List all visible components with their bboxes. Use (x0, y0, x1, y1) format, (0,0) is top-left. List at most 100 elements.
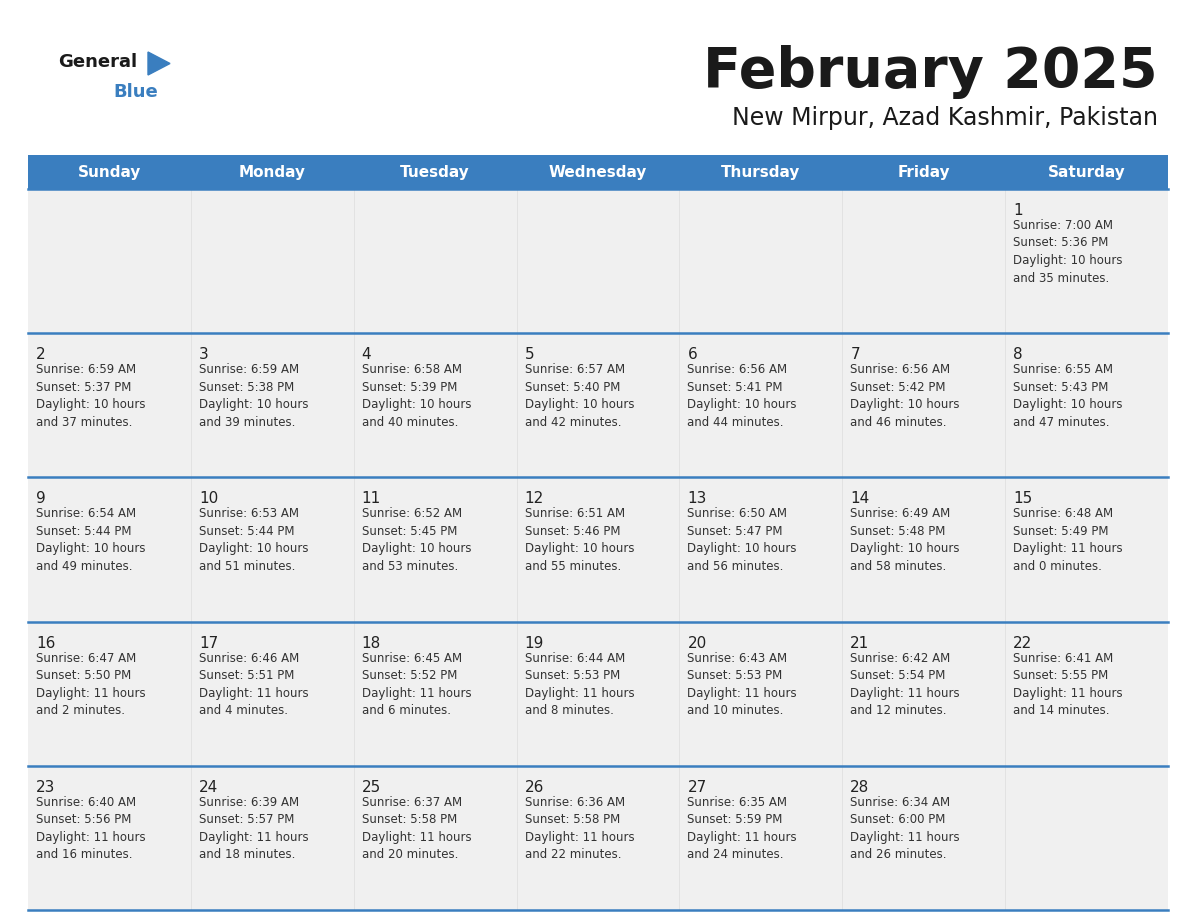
Text: 12: 12 (525, 491, 544, 507)
Text: Sunrise: 6:43 AM: Sunrise: 6:43 AM (688, 652, 788, 665)
Text: Sunset: 5:45 PM: Sunset: 5:45 PM (361, 525, 457, 538)
Text: and 53 minutes.: and 53 minutes. (361, 560, 457, 573)
Bar (354, 766, 517, 910)
Text: Tuesday: Tuesday (400, 164, 470, 180)
Text: 15: 15 (1013, 491, 1032, 507)
Bar (29, 333, 191, 477)
Text: and 12 minutes.: and 12 minutes. (851, 704, 947, 717)
Bar (191, 766, 354, 910)
Text: Sunrise: 6:42 AM: Sunrise: 6:42 AM (851, 652, 950, 665)
Bar (1005, 333, 1168, 477)
Text: Friday: Friday (897, 164, 950, 180)
Text: Sunset: 5:49 PM: Sunset: 5:49 PM (1013, 525, 1108, 538)
Text: and 16 minutes.: and 16 minutes. (36, 848, 133, 861)
Bar (680, 766, 842, 910)
Text: Daylight: 10 hours: Daylight: 10 hours (688, 398, 797, 411)
Text: Sunset: 5:58 PM: Sunset: 5:58 PM (361, 813, 457, 826)
Text: Daylight: 10 hours: Daylight: 10 hours (688, 543, 797, 555)
Text: Sunrise: 6:45 AM: Sunrise: 6:45 AM (361, 652, 462, 665)
Text: Daylight: 10 hours: Daylight: 10 hours (36, 543, 145, 555)
Text: Sunset: 5:48 PM: Sunset: 5:48 PM (851, 525, 946, 538)
Text: Wednesday: Wednesday (549, 164, 647, 180)
Text: and 24 minutes.: and 24 minutes. (688, 848, 784, 861)
Bar (354, 621, 517, 766)
Text: and 18 minutes.: and 18 minutes. (198, 848, 296, 861)
Text: Sunrise: 6:48 AM: Sunrise: 6:48 AM (1013, 508, 1113, 521)
Text: 25: 25 (361, 779, 381, 795)
Text: Daylight: 11 hours: Daylight: 11 hours (688, 831, 797, 844)
Bar (354, 333, 517, 477)
Text: Sunrise: 6:59 AM: Sunrise: 6:59 AM (36, 364, 137, 376)
Bar (29, 155, 1168, 189)
Text: 23: 23 (36, 779, 56, 795)
Text: 24: 24 (198, 779, 219, 795)
Bar (191, 477, 354, 621)
Bar (517, 333, 680, 477)
Text: 14: 14 (851, 491, 870, 507)
Bar (842, 189, 1005, 333)
Bar (680, 189, 842, 333)
Text: 19: 19 (525, 635, 544, 651)
Polygon shape (148, 52, 170, 75)
Text: Sunrise: 6:51 AM: Sunrise: 6:51 AM (525, 508, 625, 521)
Text: 22: 22 (1013, 635, 1032, 651)
Text: 21: 21 (851, 635, 870, 651)
Bar (680, 621, 842, 766)
Text: 27: 27 (688, 779, 707, 795)
Text: 2: 2 (36, 347, 45, 363)
Text: Daylight: 10 hours: Daylight: 10 hours (361, 543, 472, 555)
Text: Blue: Blue (113, 83, 158, 101)
Text: and 35 minutes.: and 35 minutes. (1013, 272, 1110, 285)
Text: Daylight: 11 hours: Daylight: 11 hours (198, 831, 309, 844)
Text: Saturday: Saturday (1048, 164, 1125, 180)
Text: Sunrise: 6:44 AM: Sunrise: 6:44 AM (525, 652, 625, 665)
Text: Sunrise: 6:55 AM: Sunrise: 6:55 AM (1013, 364, 1113, 376)
Text: 13: 13 (688, 491, 707, 507)
Text: Daylight: 10 hours: Daylight: 10 hours (1013, 398, 1123, 411)
Bar (517, 621, 680, 766)
Text: 17: 17 (198, 635, 219, 651)
Text: Sunset: 5:50 PM: Sunset: 5:50 PM (36, 669, 131, 682)
Bar (354, 189, 517, 333)
Text: and 10 minutes.: and 10 minutes. (688, 704, 784, 717)
Text: Daylight: 10 hours: Daylight: 10 hours (851, 543, 960, 555)
Text: 1: 1 (1013, 203, 1023, 218)
Text: and 37 minutes.: and 37 minutes. (36, 416, 132, 429)
Bar (29, 621, 191, 766)
Text: and 58 minutes.: and 58 minutes. (851, 560, 947, 573)
Text: 7: 7 (851, 347, 860, 363)
Text: Daylight: 11 hours: Daylight: 11 hours (361, 831, 472, 844)
Bar (842, 477, 1005, 621)
Bar (29, 189, 191, 333)
Text: Sunrise: 6:53 AM: Sunrise: 6:53 AM (198, 508, 299, 521)
Text: Sunrise: 6:37 AM: Sunrise: 6:37 AM (361, 796, 462, 809)
Text: Sunrise: 6:49 AM: Sunrise: 6:49 AM (851, 508, 950, 521)
Bar (842, 766, 1005, 910)
Text: Daylight: 11 hours: Daylight: 11 hours (688, 687, 797, 700)
Text: Sunset: 5:39 PM: Sunset: 5:39 PM (361, 381, 457, 394)
Text: 18: 18 (361, 635, 381, 651)
Bar (517, 766, 680, 910)
Bar (842, 621, 1005, 766)
Text: and 39 minutes.: and 39 minutes. (198, 416, 296, 429)
Text: 3: 3 (198, 347, 209, 363)
Bar (842, 333, 1005, 477)
Text: Sunrise: 6:40 AM: Sunrise: 6:40 AM (36, 796, 137, 809)
Text: Daylight: 11 hours: Daylight: 11 hours (361, 687, 472, 700)
Text: and 47 minutes.: and 47 minutes. (1013, 416, 1110, 429)
Text: Monday: Monday (239, 164, 305, 180)
Text: Daylight: 10 hours: Daylight: 10 hours (361, 398, 472, 411)
Text: 6: 6 (688, 347, 697, 363)
Text: Sunrise: 6:47 AM: Sunrise: 6:47 AM (36, 652, 137, 665)
Bar (1005, 477, 1168, 621)
Text: Daylight: 11 hours: Daylight: 11 hours (851, 831, 960, 844)
Text: Sunset: 5:53 PM: Sunset: 5:53 PM (688, 669, 783, 682)
Text: and 55 minutes.: and 55 minutes. (525, 560, 621, 573)
Bar (680, 333, 842, 477)
Text: and 56 minutes.: and 56 minutes. (688, 560, 784, 573)
Text: Sunset: 5:55 PM: Sunset: 5:55 PM (1013, 669, 1108, 682)
Text: and 0 minutes.: and 0 minutes. (1013, 560, 1102, 573)
Text: Daylight: 10 hours: Daylight: 10 hours (525, 398, 634, 411)
Text: and 2 minutes.: and 2 minutes. (36, 704, 125, 717)
Text: Sunset: 5:57 PM: Sunset: 5:57 PM (198, 813, 295, 826)
